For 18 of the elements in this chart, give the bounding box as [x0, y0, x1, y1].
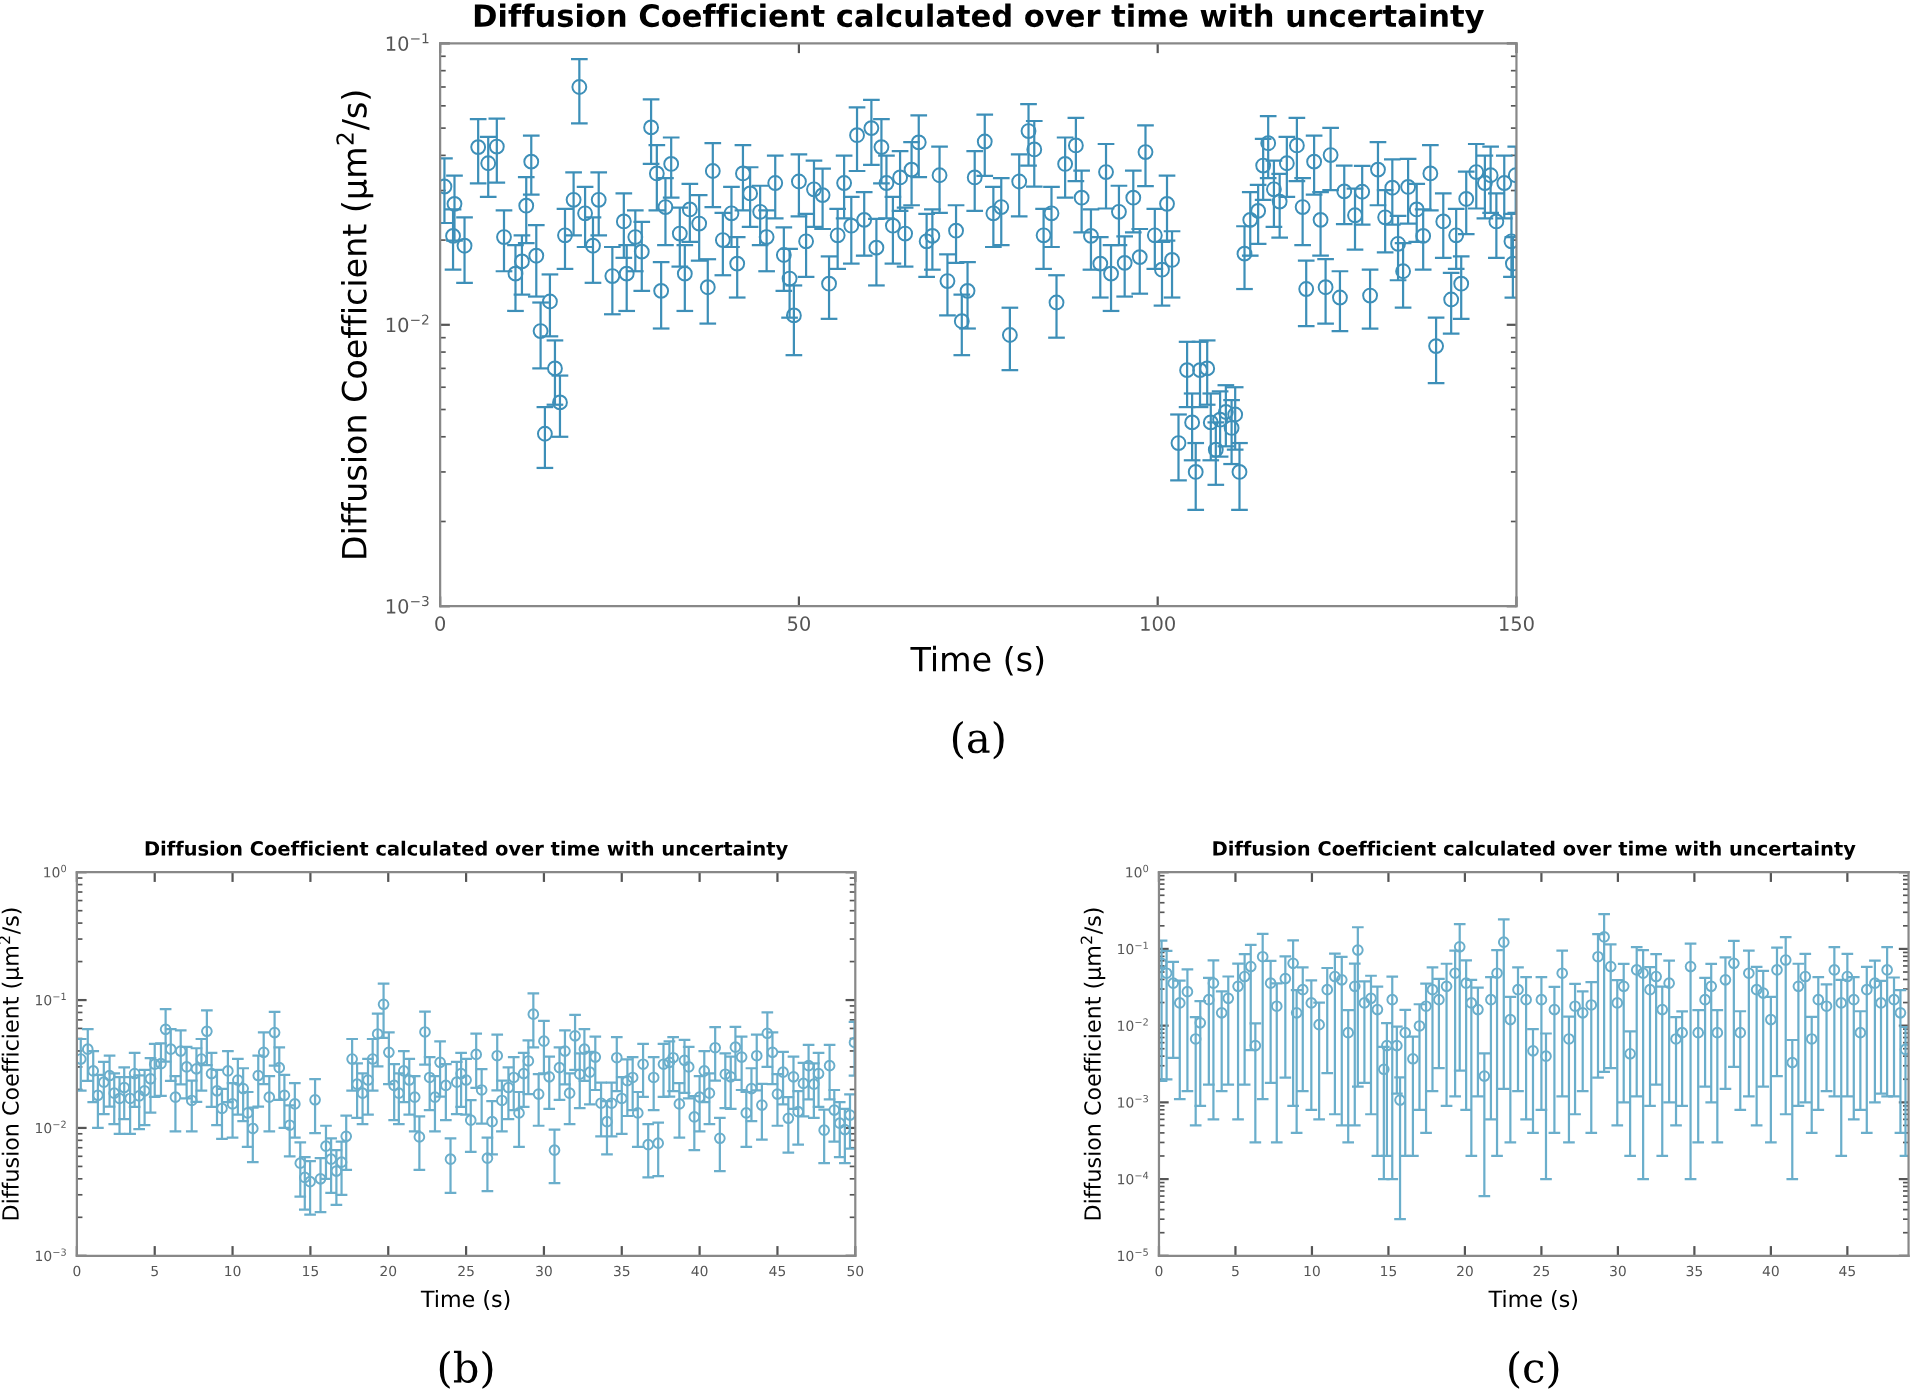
x-axis-title: Time (s) [1488, 1290, 1578, 1310]
x-tick-label: 150 [1500, 616, 1534, 631]
y-axis-title: Diffusion Coefficient (μm$^{2}$/s) [336, 91, 374, 558]
chart-title: Diffusion Coefficient calculated over time with uncertainty [1213, 840, 1856, 860]
y-tick-label: 10$^{−2}$ [386, 314, 429, 333]
y-axis-title: Diffusion Coefficient (μm$^{2}$/s) [1080, 908, 1106, 1220]
y-tick-label: 10$^{−1}$ [386, 33, 429, 51]
text: (a) [952, 721, 1004, 760]
x-tick-label: 50 [788, 616, 810, 631]
chart-title: Diffusion Coefficient calculated over time with uncertainty [474, 3, 1484, 34]
text: (b) [439, 1350, 493, 1389]
chart-title: Diffusion Coefficient calculated over time with uncertainty [145, 840, 788, 860]
x-tick-label: 100 [1141, 616, 1175, 631]
x-axis-title: Time (s) [420, 1290, 510, 1310]
y-tick-label: 10$^{−3}$ [386, 595, 429, 614]
x-axis-title: Time (s) [910, 645, 1044, 676]
x-tick-label: 0 [435, 616, 446, 631]
text: (c) [1509, 1350, 1559, 1389]
